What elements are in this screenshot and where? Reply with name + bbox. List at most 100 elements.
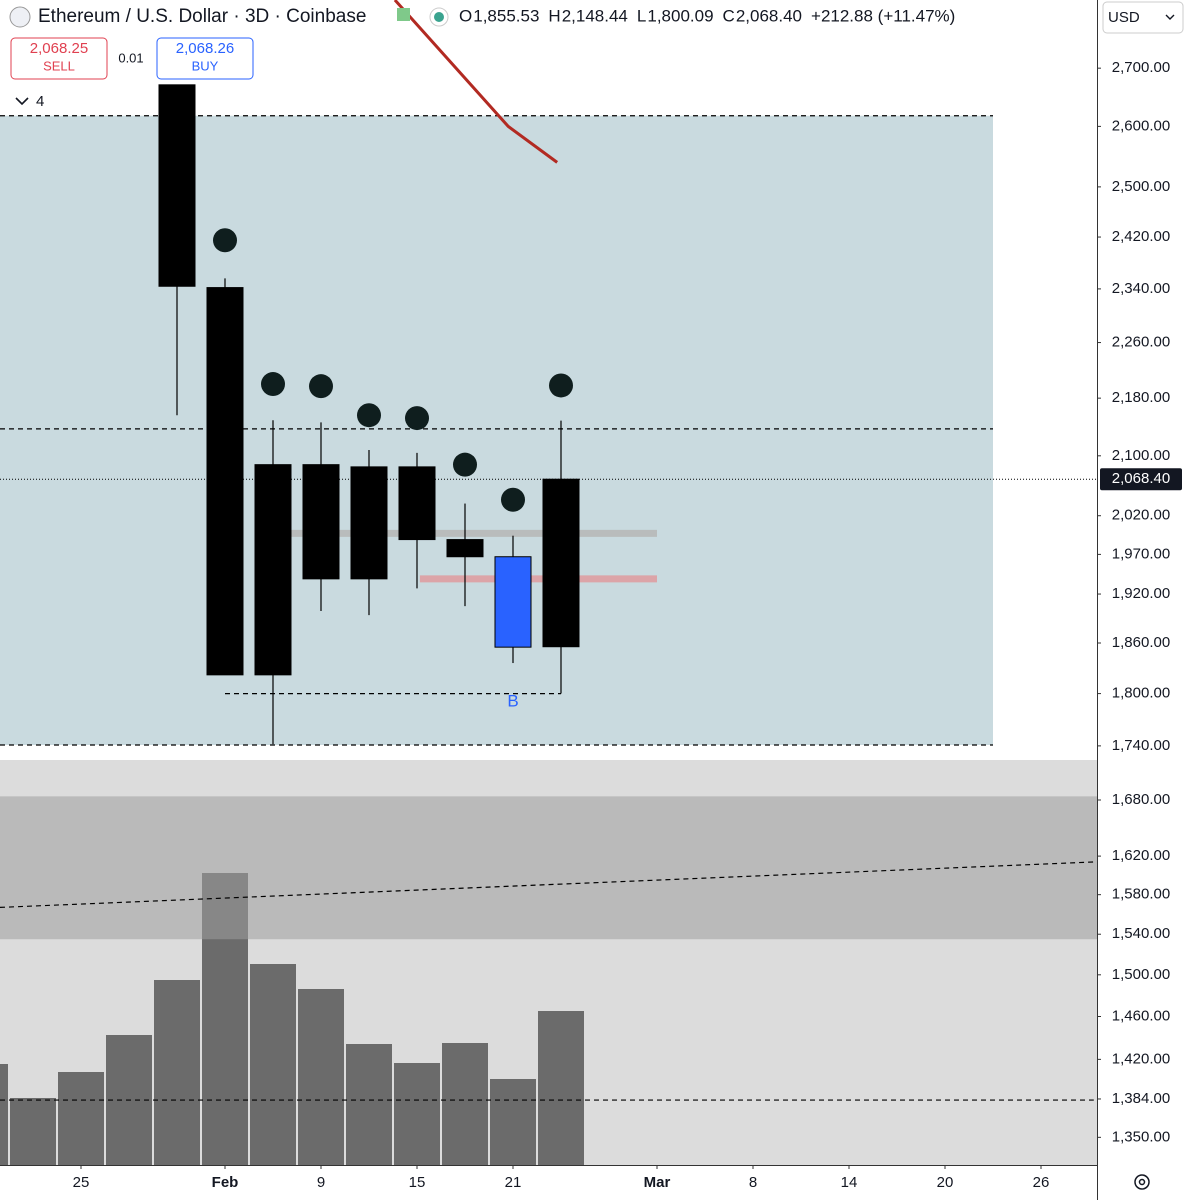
dropdown-icon <box>1165 14 1175 20</box>
y-tick-label: 1,800.00 <box>1112 685 1170 702</box>
settings-icon <box>1138 1178 1146 1186</box>
marker <box>212 228 237 253</box>
spread: 0.01 <box>118 50 143 65</box>
candle-body <box>206 287 244 676</box>
time-axis-bg <box>0 1165 1097 1200</box>
ohlc-key: C <box>723 6 735 25</box>
collapse-icon[interactable] <box>15 97 29 106</box>
marker <box>260 372 285 397</box>
marker <box>404 406 429 431</box>
band <box>0 796 1097 940</box>
moving-average <box>393 0 559 164</box>
candle-body <box>254 464 292 676</box>
y-tick-label: 2,700.00 <box>1112 59 1170 76</box>
x-tick-label: 14 <box>841 1174 858 1191</box>
marker <box>308 374 333 399</box>
settings-icon[interactable] <box>1134 1174 1150 1190</box>
ohlc-change: +212.88 (+11.47%) <box>811 6 955 25</box>
buy-price: 2,068.26 <box>176 40 234 57</box>
x-tick-label: 9 <box>317 1174 325 1191</box>
marker <box>500 487 525 512</box>
volume-bar <box>9 1098 56 1165</box>
last-price-box <box>1100 468 1182 491</box>
candle-body <box>398 466 436 541</box>
buy-button[interactable] <box>156 37 254 80</box>
candle-body <box>446 539 484 558</box>
volume-bar <box>297 989 344 1165</box>
currency: USD <box>1108 9 1140 26</box>
ohlc-key: H <box>548 6 560 25</box>
ohlc-value: 1,800.09 <box>647 6 713 25</box>
sell-label: SELL <box>43 58 75 73</box>
y-tick-label: 2,260.00 <box>1112 334 1170 351</box>
y-tick-label: 1,540.00 <box>1112 925 1170 942</box>
y-tick-label: 2,340.00 <box>1112 280 1170 297</box>
y-tick-label: 1,384.00 <box>1112 1090 1170 1107</box>
y-tick-label: 2,020.00 <box>1112 507 1170 524</box>
ohlc-value: 1,855.53 <box>473 6 539 25</box>
ohlc-key: O <box>459 6 472 25</box>
y-tick-label: 1,420.00 <box>1112 1050 1170 1067</box>
price-axis-bg <box>1097 0 1187 1200</box>
x-tick-label: 25 <box>73 1174 90 1191</box>
currency-select[interactable] <box>1102 1 1184 34</box>
x-tick-label: 15 <box>409 1174 426 1191</box>
y-tick-label: 1,350.00 <box>1112 1128 1170 1145</box>
y-tick-label: 1,620.00 <box>1112 847 1170 864</box>
x-tick-label: 26 <box>1033 1174 1050 1191</box>
volume-bar <box>441 1043 488 1165</box>
y-tick-label: 1,860.00 <box>1112 634 1170 651</box>
sell-button[interactable] <box>10 37 108 80</box>
volume-bar <box>153 980 200 1165</box>
x-tick-label: 20 <box>937 1174 954 1191</box>
sell-price: 2,068.25 <box>30 40 88 57</box>
volume-bar <box>537 1011 584 1165</box>
x-tick-label: Mar <box>644 1174 671 1191</box>
y-tick-label: 2,500.00 <box>1112 178 1170 195</box>
volume-bar <box>489 1079 536 1165</box>
ohlc-value: 2,068.40 <box>736 6 802 25</box>
last-price-label: 2,068.40 <box>1112 470 1170 487</box>
candle-body <box>542 478 580 648</box>
marker <box>452 452 477 477</box>
symbol-title: Ethereum / U.S. Dollar · 3D · Coinbase <box>38 6 366 27</box>
marker <box>548 373 573 398</box>
y-tick-label: 2,600.00 <box>1112 117 1170 134</box>
volume-bar <box>57 1072 104 1165</box>
y-tick-label: 1,580.00 <box>1112 886 1170 903</box>
buy-label: BUY <box>192 58 219 73</box>
y-tick-label: 1,920.00 <box>1112 585 1170 602</box>
candle-body <box>158 84 196 287</box>
plot-area: B <box>0 0 1098 1165</box>
zone <box>0 115 993 745</box>
status-icon <box>434 12 444 22</box>
y-tick-label: 1,680.00 <box>1112 791 1170 808</box>
y-tick-label: 2,100.00 <box>1112 447 1170 464</box>
signal-label: B <box>507 692 518 711</box>
status-icon <box>397 8 410 21</box>
y-tick-label: 1,500.00 <box>1112 966 1170 983</box>
candle-body <box>350 466 388 580</box>
y-tick-label: 1,970.00 <box>1112 545 1170 562</box>
trend-line <box>0 861 1098 909</box>
x-tick-label: 21 <box>505 1174 522 1191</box>
ohlc-value: 2,148.44 <box>562 6 628 25</box>
y-tick-label: 1,740.00 <box>1112 737 1170 754</box>
ohlc-legend: O 1,855.53 H 2,148.44 L 1,800.09 C 2,068.40 +212… <box>459 6 955 25</box>
y-tick-label: 2,180.00 <box>1112 389 1170 406</box>
volume-bar <box>249 964 296 1165</box>
volume-bar <box>345 1044 392 1165</box>
y-tick-label: 2,420.00 <box>1112 228 1170 245</box>
candle-body <box>494 556 532 648</box>
candle-body <box>302 464 340 580</box>
volume-bar <box>393 1063 440 1165</box>
eth-logo <box>9 6 31 28</box>
axes: 2,700.00 2,600.00 2,500.00 2,420.00 2,340.00… <box>73 59 1182 1191</box>
x-tick-label: Feb <box>212 1174 239 1191</box>
volume-bar <box>0 1064 8 1165</box>
indicator-count: 4 <box>36 93 44 110</box>
y-tick-label: 1,460.00 <box>1112 1007 1170 1024</box>
marker <box>356 403 381 428</box>
